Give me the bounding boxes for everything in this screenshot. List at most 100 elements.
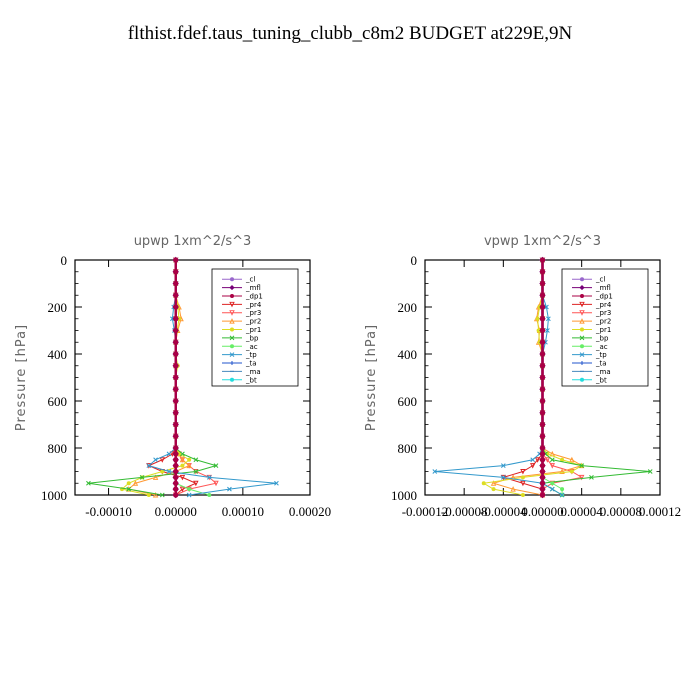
data-point bbox=[490, 480, 497, 486]
legend-item-pr2: _pr2 bbox=[222, 318, 261, 326]
data-point bbox=[173, 316, 179, 322]
data-point bbox=[186, 462, 192, 469]
data-point bbox=[550, 481, 555, 486]
chart-panel-2: vpwp 1xm^2/s^3 Pressure [hPa] 0 200 400 600 80… bbox=[364, 234, 681, 519]
data-point bbox=[160, 469, 165, 474]
data-point bbox=[534, 457, 541, 463]
legend-marker bbox=[580, 293, 584, 298]
legend-item-bp: _bp bbox=[572, 334, 609, 342]
data-point bbox=[173, 468, 179, 475]
legend-item-ma: _ma bbox=[572, 368, 611, 376]
data-point bbox=[173, 451, 179, 457]
data-point bbox=[544, 304, 549, 310]
legend-item-pr3: _pr3 bbox=[222, 309, 261, 317]
y-tick-label: 800 bbox=[48, 441, 68, 456]
data-point bbox=[173, 304, 179, 310]
legend-item-ta: _ta bbox=[572, 360, 607, 368]
legend-marker bbox=[230, 361, 234, 366]
data-point bbox=[146, 493, 151, 497]
data-point bbox=[545, 328, 550, 333]
data-point bbox=[510, 474, 516, 480]
data-point bbox=[173, 327, 179, 334]
chart-panel-1: upwp 1xm^2/s^3 Pressure [hPa] 0 200 400 600 80… bbox=[14, 234, 331, 519]
legend-label: _ac bbox=[245, 343, 258, 351]
data-point bbox=[539, 280, 546, 287]
data-point bbox=[539, 269, 546, 275]
data-point bbox=[530, 457, 536, 463]
data-point bbox=[549, 457, 555, 463]
legend-item-ta: _ta bbox=[222, 360, 257, 368]
legend-item-cl: _cl bbox=[572, 276, 605, 284]
legend-label: _pr4 bbox=[595, 301, 612, 309]
series-bp bbox=[86, 257, 219, 498]
data-point bbox=[207, 493, 212, 497]
data-point bbox=[173, 351, 179, 357]
chart-panels: upwp 1xm^2/s^3 Pressure [hPa] 0 200 400 600 80… bbox=[14, 234, 681, 519]
legend-item-pr2: _pr2 bbox=[572, 318, 611, 326]
legend-marker bbox=[580, 277, 584, 282]
data-point bbox=[187, 457, 192, 462]
legend-label: _tp bbox=[245, 351, 257, 359]
data-point bbox=[159, 492, 165, 498]
x-tick-label: -0.00004 bbox=[480, 504, 527, 519]
legend-label: _pr3 bbox=[245, 309, 261, 317]
data-point bbox=[539, 351, 546, 357]
data-point bbox=[173, 480, 179, 486]
chart-title: upwp 1xm^2/s^3 bbox=[134, 234, 252, 249]
series-line bbox=[88, 260, 218, 496]
data-point bbox=[193, 480, 199, 487]
legend-label: _ta bbox=[245, 360, 257, 368]
data-point bbox=[173, 445, 179, 451]
data-point bbox=[539, 463, 546, 469]
legend-marker bbox=[580, 361, 584, 366]
data-point bbox=[173, 339, 179, 345]
data-point bbox=[535, 316, 540, 321]
data-point bbox=[549, 463, 556, 469]
data-point bbox=[186, 492, 192, 498]
data-point bbox=[86, 480, 91, 486]
data-point bbox=[213, 463, 219, 468]
figure-title: flthist.fdef.taus_tuning_clubb_c8m2 BUDG… bbox=[128, 23, 573, 44]
data-point bbox=[560, 457, 565, 462]
legend-marker bbox=[580, 344, 584, 349]
legend-marker bbox=[579, 318, 585, 324]
data-point bbox=[549, 486, 555, 492]
data-point bbox=[579, 463, 585, 468]
legend-marker bbox=[230, 377, 234, 382]
series-line bbox=[175, 260, 210, 496]
data-point bbox=[173, 398, 179, 404]
data-point bbox=[227, 486, 232, 492]
data-point bbox=[193, 469, 199, 474]
data-point bbox=[173, 292, 179, 298]
legend-marker bbox=[229, 301, 235, 308]
y-tick-label: 600 bbox=[48, 394, 68, 409]
legend-item-bt: _bt bbox=[222, 376, 257, 384]
data-point bbox=[173, 492, 179, 498]
data-point bbox=[146, 463, 152, 468]
legend-marker bbox=[229, 335, 235, 341]
y-tick-label: 1000 bbox=[41, 488, 67, 503]
legend-label: _pr1 bbox=[245, 326, 261, 334]
legend-box bbox=[211, 268, 299, 387]
data-point bbox=[152, 491, 159, 498]
data-point bbox=[539, 474, 546, 480]
y-tick-label: 400 bbox=[398, 347, 418, 362]
legend-marker bbox=[579, 301, 585, 308]
legend-item-pr4: _pr4 bbox=[572, 301, 612, 309]
data-point bbox=[559, 492, 565, 498]
legend-item-tp: _tp bbox=[222, 351, 257, 359]
data-point bbox=[500, 475, 506, 480]
data-point bbox=[578, 474, 585, 481]
legend-label: _pr3 bbox=[595, 309, 611, 317]
data-point bbox=[206, 475, 212, 480]
legend-item-mfl: _mfl bbox=[222, 284, 261, 292]
legend-item-ac: _ac bbox=[222, 343, 258, 351]
data-point bbox=[539, 386, 546, 392]
x-tick-label: -0.00008 bbox=[441, 504, 488, 519]
data-point bbox=[539, 468, 546, 475]
data-point bbox=[180, 451, 185, 457]
data-point bbox=[173, 486, 179, 492]
data-point bbox=[539, 457, 546, 463]
legend-label: _cl bbox=[245, 276, 255, 284]
